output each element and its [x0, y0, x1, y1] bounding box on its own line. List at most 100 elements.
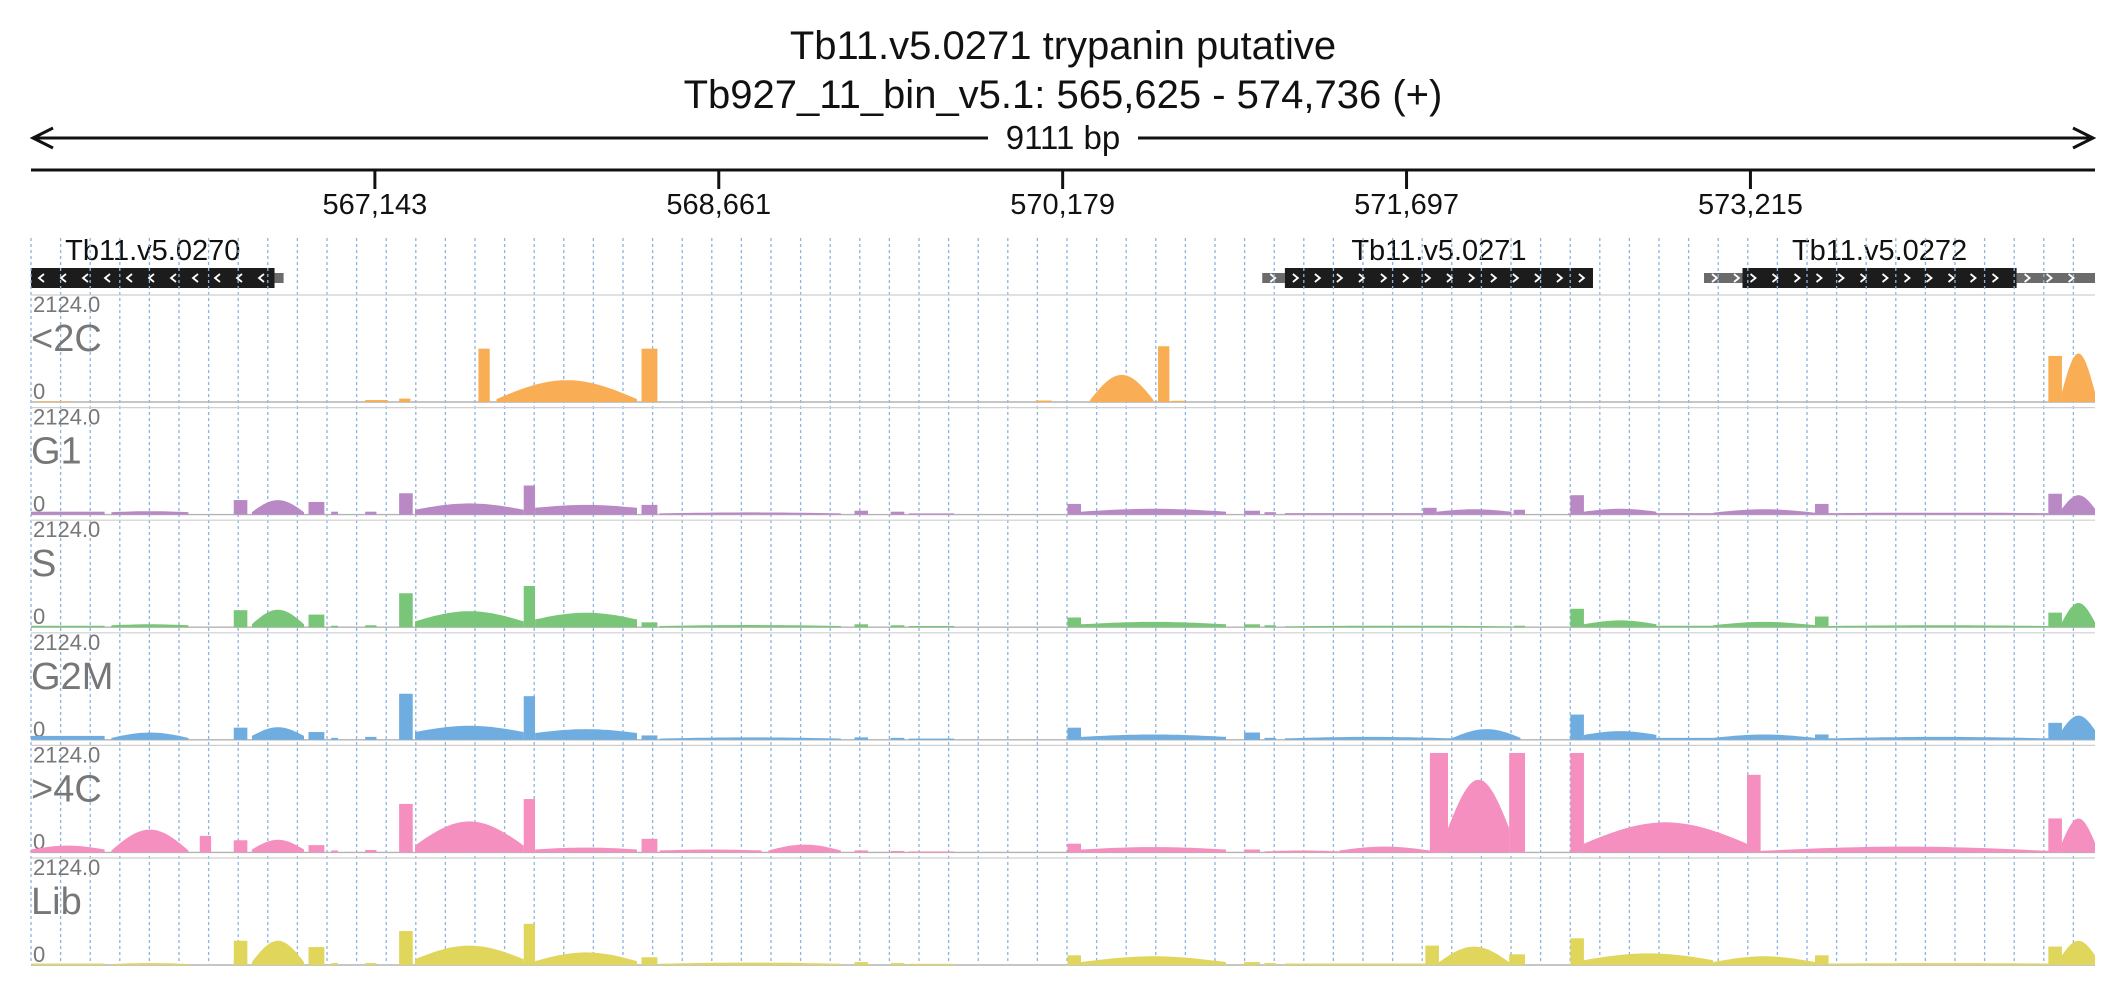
coverage-peak — [111, 963, 189, 965]
coverage-block — [365, 849, 377, 853]
coverage-block — [1423, 507, 1437, 515]
gene-box — [1284, 268, 1593, 288]
coverage-peak — [496, 380, 637, 402]
coverage-block — [308, 947, 325, 965]
strand-chevron — [1358, 273, 1366, 283]
coverage-block — [31, 963, 105, 965]
track-ymin-label: 0 — [33, 604, 45, 629]
coverage-block — [1509, 954, 1526, 965]
coverage-block — [1035, 400, 1052, 402]
coverage-peak — [659, 625, 841, 628]
coverage-block — [331, 511, 338, 515]
track-ymax-label: 2124.0 — [33, 742, 100, 767]
coverage-block — [908, 851, 955, 853]
strand-chevron — [59, 273, 67, 283]
coverage-block — [233, 500, 248, 515]
coverage-block — [1067, 617, 1082, 628]
track-ymax-label: 2124.0 — [33, 517, 100, 542]
strand-chevron — [125, 273, 133, 283]
track-ymin-label: 0 — [33, 492, 45, 517]
strand-chevron — [1749, 273, 1757, 283]
gene-label: Tb11.v5.0270 — [65, 235, 240, 267]
coverage-peak — [1713, 734, 1815, 740]
gene-utr — [1262, 273, 1285, 283]
strand-chevron — [2068, 273, 2076, 283]
strand-chevron — [1402, 273, 1410, 283]
coverage-block — [523, 585, 536, 628]
coverage-peak — [1438, 946, 1510, 965]
coverage-block — [890, 850, 905, 853]
strand-chevron — [1793, 273, 1801, 283]
strand-chevron — [191, 273, 199, 283]
strand-chevron — [1859, 273, 1867, 283]
coverage-block — [1656, 737, 1714, 740]
coverage-block — [641, 957, 658, 965]
coverage-block — [890, 511, 905, 515]
coverage-block — [233, 840, 248, 853]
coverage-block — [308, 501, 325, 515]
coverage-peak — [2061, 495, 2095, 515]
coverage-block — [399, 493, 413, 515]
coverage-block — [1814, 503, 1829, 515]
coverage-block — [1244, 732, 1260, 740]
coverage-block — [1244, 624, 1260, 628]
strand-chevron — [1292, 273, 1300, 283]
coverage-peak — [1090, 374, 1154, 402]
coverage-block — [1513, 509, 1526, 515]
coverage-block — [1570, 752, 1584, 853]
coverage-block — [1284, 513, 1424, 515]
coverage-block — [854, 850, 869, 853]
strand-chevron — [1881, 273, 1889, 283]
coverage-peak — [1284, 625, 1512, 628]
coverage-block — [1429, 752, 1449, 853]
coverage-block — [854, 624, 869, 628]
span-arrow-left-head — [29, 126, 54, 150]
strand-chevron — [1380, 273, 1388, 283]
coverage-block — [523, 485, 536, 515]
track-name: >4C — [31, 768, 102, 810]
coverage-block — [641, 622, 658, 628]
coverage-block — [1814, 734, 1829, 740]
coverage-peak — [535, 952, 637, 965]
strand-chevron — [1969, 273, 1977, 283]
coverage-block — [308, 845, 325, 853]
strand-chevron — [1269, 273, 1277, 283]
coverage-block — [478, 348, 490, 402]
strand-chevron — [1711, 273, 1719, 283]
gene-utr — [2016, 273, 2095, 283]
coverage-peak — [659, 962, 841, 965]
track-name: G2M — [31, 656, 113, 698]
strand-chevron — [37, 273, 45, 283]
gene-title: Tb11.v5.0271 trypanin putative — [789, 24, 1337, 68]
coverage-block — [399, 593, 413, 628]
strand-chevron — [1512, 273, 1520, 283]
coverage-peak — [415, 725, 524, 740]
coverage-peak — [2061, 715, 2095, 740]
track-ymin-label: 0 — [33, 379, 45, 404]
coverage-peak — [1713, 956, 1815, 965]
coverage-block — [890, 625, 905, 628]
coverage-peak — [1760, 846, 2049, 853]
coverage-block — [365, 400, 388, 402]
coverage-peak — [1713, 509, 1815, 515]
coverage-block — [641, 735, 658, 740]
strand-chevron — [1468, 273, 1476, 283]
coverage-block — [2048, 722, 2062, 740]
coverage-block — [1244, 962, 1260, 965]
coverage-block — [1264, 963, 1276, 965]
coverage-block — [1067, 503, 1082, 515]
coverage-block — [2048, 493, 2062, 515]
coverage-peak — [1452, 729, 1521, 740]
coverage-block — [523, 799, 536, 853]
track-ymax-label: 2124.0 — [33, 855, 100, 880]
coverage-block — [908, 513, 955, 515]
coverage-block — [2048, 818, 2062, 853]
strand-chevron — [1903, 273, 1911, 283]
coverage-peak — [1339, 846, 1430, 853]
strand-chevron — [1446, 273, 1454, 283]
coverage-peak — [2061, 940, 2095, 965]
coverage-peak — [659, 849, 762, 853]
gene-box — [31, 268, 275, 288]
coverage-block — [1264, 512, 1276, 515]
